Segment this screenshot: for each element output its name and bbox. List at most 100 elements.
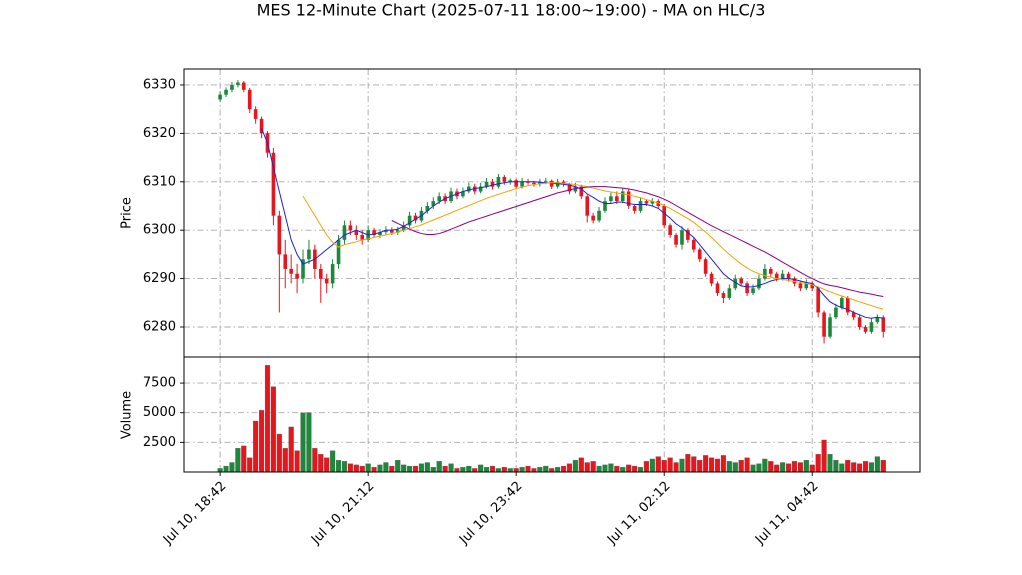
- candle-body: [680, 230, 684, 245]
- candle-body: [508, 180, 513, 182]
- volume-bar: [774, 464, 780, 473]
- volume-bar: [620, 467, 626, 473]
- candle-body: [360, 235, 365, 240]
- candle-body: [739, 278, 743, 284]
- candle-body: [224, 89, 228, 95]
- x-tick-label: Jul 10, 18:42: [160, 479, 229, 548]
- candle-body: [620, 191, 625, 202]
- volume-bar: [347, 463, 353, 473]
- volume-bar: [472, 468, 478, 473]
- candle-body: [668, 225, 672, 236]
- candle-body: [277, 215, 282, 255]
- volume-bar: [655, 456, 661, 473]
- candle-body: [632, 205, 637, 211]
- volume-bar: [507, 468, 513, 473]
- volume-bar: [839, 463, 845, 473]
- candle-body: [816, 288, 820, 313]
- volume-bar: [365, 463, 371, 473]
- volume-bar: [815, 454, 821, 473]
- candle-body: [686, 230, 690, 240]
- volume-bar: [513, 468, 519, 473]
- candle-body: [413, 215, 418, 221]
- candle-body: [745, 283, 749, 294]
- volume-bar: [709, 457, 715, 473]
- candle-body: [828, 317, 832, 337]
- candle-body: [372, 230, 376, 236]
- volume-bar: [484, 467, 490, 473]
- candle-body: [484, 181, 489, 187]
- candle-body: [786, 273, 791, 279]
- volume-bar: [430, 467, 436, 473]
- volume-bar: [566, 463, 573, 473]
- y-tick-label: 6330: [143, 77, 176, 92]
- volume-bar: [608, 463, 614, 473]
- volume-bar: [649, 458, 655, 473]
- volume-bar: [259, 410, 265, 473]
- volume-bar: [436, 461, 442, 473]
- volume-bar: [673, 462, 679, 473]
- candle-body: [301, 259, 305, 279]
- volume-bar: [525, 465, 531, 473]
- y-tick-label: 6320: [143, 126, 176, 141]
- volume-bar: [578, 457, 584, 473]
- volume-axis-label: Volume: [120, 391, 135, 439]
- volume-bar: [519, 467, 525, 473]
- candle-body: [869, 322, 874, 332]
- volume-bar: [531, 468, 537, 473]
- volume-bar: [703, 455, 709, 473]
- candle-body: [354, 230, 359, 236]
- volume-bar: [833, 459, 839, 473]
- volume-bar: [448, 463, 454, 473]
- volume-bar: [738, 459, 744, 473]
- volume-bar: [797, 462, 803, 473]
- candle-body: [538, 181, 542, 185]
- volume-bar: [555, 467, 561, 473]
- volume-bar: [880, 459, 886, 473]
- candle-body: [615, 196, 619, 202]
- candle-body: [650, 201, 655, 204]
- candle-body: [242, 82, 246, 90]
- volume-bar: [643, 461, 649, 473]
- volume-bar: [756, 463, 762, 473]
- candle-body: [609, 196, 613, 202]
- candle-body: [597, 210, 601, 221]
- candle-body: [384, 230, 388, 233]
- candle-body: [289, 268, 293, 274]
- volume-bar: [596, 465, 602, 473]
- volume-bar: [300, 412, 306, 473]
- volume-bar: [632, 465, 638, 473]
- candle-body: [543, 180, 548, 182]
- volume-bar: [786, 463, 792, 473]
- volume-bar: [241, 445, 247, 473]
- volume-bar: [637, 467, 644, 473]
- candle-body: [810, 283, 815, 289]
- candle-body: [502, 176, 507, 182]
- volume-bar: [821, 439, 827, 473]
- y-tick-label: 6300: [143, 223, 176, 238]
- candle-body: [490, 181, 495, 187]
- candle-body: [692, 239, 696, 250]
- candle-body: [271, 152, 276, 216]
- volume-bar: [501, 467, 507, 473]
- candle-body: [834, 307, 838, 318]
- volume-bar: [223, 465, 229, 473]
- candle-body: [467, 186, 471, 192]
- volume-bar: [857, 463, 863, 473]
- volume-bar: [217, 468, 223, 473]
- volume-bar: [324, 457, 330, 473]
- volume-bar: [460, 467, 466, 473]
- volume-bar: [478, 464, 484, 473]
- volume-panel-frame: [183, 356, 921, 473]
- volume-bar: [335, 459, 342, 473]
- volume-bar: [750, 464, 756, 473]
- candle-body: [253, 109, 258, 119]
- volume-bar: [626, 464, 632, 473]
- candle-body: [348, 225, 353, 231]
- volume-bar: [697, 459, 703, 473]
- volume-bar: [543, 465, 549, 473]
- candle-body: [674, 235, 678, 245]
- volume-bar: [235, 448, 241, 473]
- volume-tick-label: 7500: [143, 376, 176, 391]
- volume-bar: [276, 433, 282, 473]
- volume-bar: [371, 467, 377, 473]
